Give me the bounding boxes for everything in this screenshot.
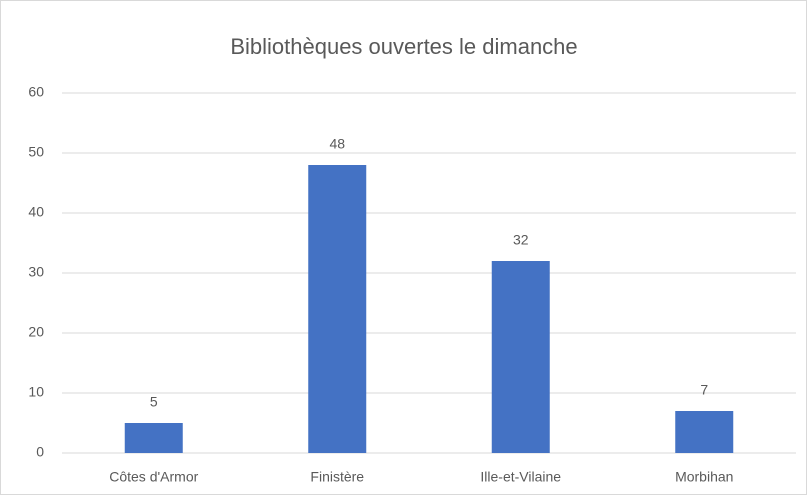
data-label: 32 xyxy=(513,232,529,248)
y-tick-label: 40 xyxy=(28,204,44,220)
bar xyxy=(491,261,550,453)
x-tick-label: Finistère xyxy=(310,469,364,485)
x-tick-label: Morbihan xyxy=(675,469,733,485)
y-tick-label: 20 xyxy=(28,324,44,340)
y-tick-label: 60 xyxy=(28,84,44,100)
y-tick-label: 0 xyxy=(36,444,44,460)
data-label: 48 xyxy=(329,136,345,152)
y-tick-label: 30 xyxy=(28,264,44,280)
bar xyxy=(308,165,367,453)
x-tick-label: Côtes d'Armor xyxy=(109,469,198,485)
chart-title: Bibliothèques ouvertes le dimanche xyxy=(230,34,577,59)
x-tick-label: Ille-et-Vilaine xyxy=(480,469,561,485)
bar xyxy=(675,411,734,453)
data-label: 5 xyxy=(150,394,158,410)
y-tick-label: 50 xyxy=(28,144,44,160)
y-tick-label: 10 xyxy=(28,384,44,400)
bar xyxy=(124,423,183,453)
data-label: 7 xyxy=(700,382,708,398)
